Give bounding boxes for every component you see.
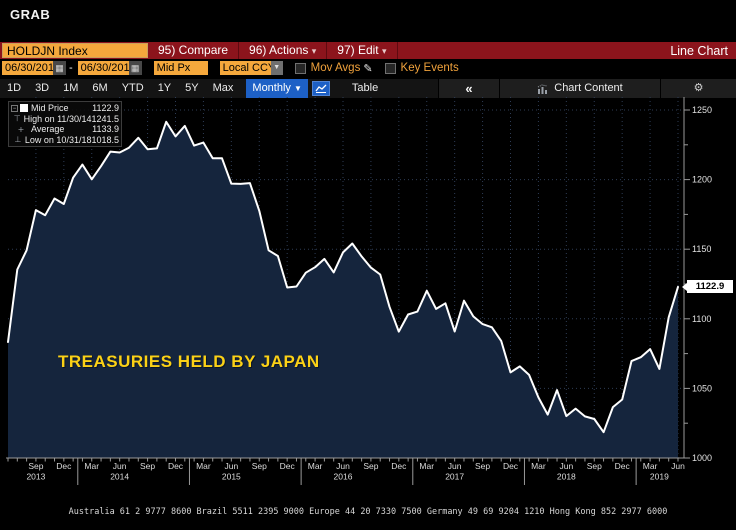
svg-text:2015: 2015	[222, 472, 241, 482]
svg-text:Sep: Sep	[475, 461, 490, 471]
line-chart-icon	[315, 84, 327, 93]
svg-text:1050: 1050	[692, 383, 712, 393]
svg-text:Jun: Jun	[224, 461, 238, 471]
edit-menu-button[interactable]: 97) Edit ▾	[327, 42, 398, 59]
legend-row-mid-price[interactable]: − Mid Price 1122.9	[11, 103, 119, 114]
svg-text:Dec: Dec	[503, 461, 519, 471]
tab-1d[interactable]: 1D	[7, 82, 22, 94]
legend-row-average[interactable]: + Average 1133.9	[11, 124, 119, 135]
price-line	[7, 120, 679, 434]
svg-text:2018: 2018	[557, 472, 576, 482]
legend-row-high[interactable]: ⊤ High on 11/30/14 1241.5	[11, 114, 119, 125]
period-tab-bar: 1D 3D 1M 6M YTD 1Y 5Y Max Monthly ▼ Tabl…	[0, 78, 736, 99]
svg-text:1100: 1100	[692, 314, 711, 324]
tab-6m[interactable]: 6M	[92, 82, 108, 94]
average-marker-icon: +	[17, 124, 25, 134]
tab-max[interactable]: Max	[212, 82, 234, 94]
chevron-down-icon: ▾	[311, 46, 317, 56]
svg-text:Jun: Jun	[113, 461, 127, 471]
tab-3d[interactable]: 3D	[35, 82, 50, 94]
date-from-input[interactable]: 06/30/2013	[2, 61, 60, 75]
svg-text:2019: 2019	[650, 472, 669, 482]
svg-text:2014: 2014	[110, 472, 129, 482]
toolbar-right-group: « Chart Content ⚙	[438, 79, 736, 98]
date-to-input[interactable]: 06/30/2019	[77, 61, 136, 75]
svg-text:1000: 1000	[692, 453, 712, 463]
svg-text:Mar: Mar	[531, 461, 546, 471]
last-price-badge: 1122.9	[682, 280, 733, 293]
grab-label: GRAB	[10, 7, 51, 22]
chart-content-button[interactable]: Chart Content	[500, 79, 661, 98]
command-bar: HOLDJN Index 95) Compare 96) Actions ▾ 9…	[0, 42, 736, 59]
frequency-select[interactable]: Monthly ▼	[246, 79, 308, 98]
svg-text:1150: 1150	[692, 244, 711, 254]
svg-text:Jun: Jun	[336, 461, 350, 471]
date-range-separator: -	[69, 62, 73, 74]
mov-avgs-label: Mov Avgs	[310, 62, 361, 74]
svg-text:Sep: Sep	[587, 461, 602, 471]
svg-text:1250: 1250	[692, 105, 712, 115]
price-field-input[interactable]: Mid Px	[153, 61, 208, 75]
view-title: Line Chart	[670, 43, 728, 58]
svg-text:Mar: Mar	[419, 461, 434, 471]
svg-text:1200: 1200	[692, 175, 712, 185]
svg-text:Jun: Jun	[671, 461, 685, 471]
chevron-down-icon[interactable]: ▼	[270, 61, 283, 75]
pencil-icon[interactable]: ✎	[363, 62, 373, 75]
calendar-icon[interactable]: ▦	[128, 61, 142, 75]
compare-button[interactable]: 95) Compare	[148, 42, 240, 59]
svg-text:Mar: Mar	[643, 461, 658, 471]
tab-1m[interactable]: 1M	[63, 82, 79, 94]
calendar-icon[interactable]: ▦	[53, 61, 66, 75]
svg-text:2017: 2017	[445, 472, 464, 482]
svg-text:Jun: Jun	[448, 461, 462, 471]
terminal-footer: Australia 61 2 9777 8600 Brazil 5511 239…	[0, 489, 736, 530]
svg-text:Dec: Dec	[168, 461, 184, 471]
mov-avgs-checkbox[interactable]	[294, 62, 306, 74]
collapse-panel-button[interactable]: «	[438, 79, 500, 98]
currency-select[interactable]: Local CCY	[219, 61, 275, 75]
tree-expander-icon[interactable]: −	[11, 104, 18, 112]
footer-line-1: Australia 61 2 9777 8600 Brazil 5511 239…	[68, 507, 668, 517]
svg-text:Sep: Sep	[363, 461, 378, 471]
chart-annotation: TREASURIES HELD BY JAPAN	[58, 352, 320, 371]
svg-text:Mar: Mar	[196, 461, 211, 471]
line-chart-type-button[interactable]	[311, 81, 330, 96]
svg-text:Dec: Dec	[56, 461, 72, 471]
svg-text:2016: 2016	[334, 472, 353, 482]
ticker-input[interactable]: HOLDJN Index	[2, 43, 148, 58]
chart-plot[interactable]: 1000 1050 1100 1150 1200 1250 Sep Dec Mar Jun Sep D…	[0, 94, 736, 490]
series-swatch-icon	[20, 104, 28, 113]
svg-text:Dec: Dec	[391, 461, 407, 471]
svg-text:Dec: Dec	[280, 461, 296, 471]
svg-text:Sep: Sep	[28, 461, 43, 471]
tab-5y[interactable]: 5Y	[185, 82, 199, 94]
chart-legend[interactable]: − Mid Price 1122.9 ⊤ High on 11/30/14 12…	[8, 101, 122, 147]
chevron-down-icon: ▼	[294, 84, 302, 93]
tab-ytd[interactable]: YTD	[121, 82, 144, 94]
svg-text:Dec: Dec	[615, 461, 631, 471]
key-events-label: Key Events	[400, 62, 459, 74]
legend-row-low[interactable]: ⊥ Low on 10/31/18 1018.5	[11, 135, 119, 146]
chevron-down-icon: ▾	[381, 46, 387, 56]
actions-menu-button[interactable]: 96) Actions ▾	[239, 42, 328, 59]
chart-content-icon	[538, 83, 548, 94]
gear-icon[interactable]: ⚙	[661, 79, 736, 98]
tab-1y[interactable]: 1Y	[157, 82, 172, 94]
svg-text:Jun: Jun	[559, 461, 573, 471]
svg-text:2013: 2013	[26, 472, 45, 482]
svg-text:Sep: Sep	[140, 461, 155, 471]
svg-text:Mar: Mar	[84, 461, 99, 471]
field-bar: 06/30/2013 ▦ - 06/30/2019 ▦ Mid Px Local…	[0, 59, 736, 77]
table-button[interactable]: Table	[351, 82, 379, 94]
svg-text:Sep: Sep	[252, 461, 267, 471]
high-marker-icon: ⊤	[13, 114, 21, 124]
area-fill	[8, 121, 678, 459]
key-events-checkbox[interactable]	[384, 62, 396, 74]
low-marker-icon: ⊥	[14, 135, 22, 145]
svg-text:Mar: Mar	[308, 461, 323, 471]
